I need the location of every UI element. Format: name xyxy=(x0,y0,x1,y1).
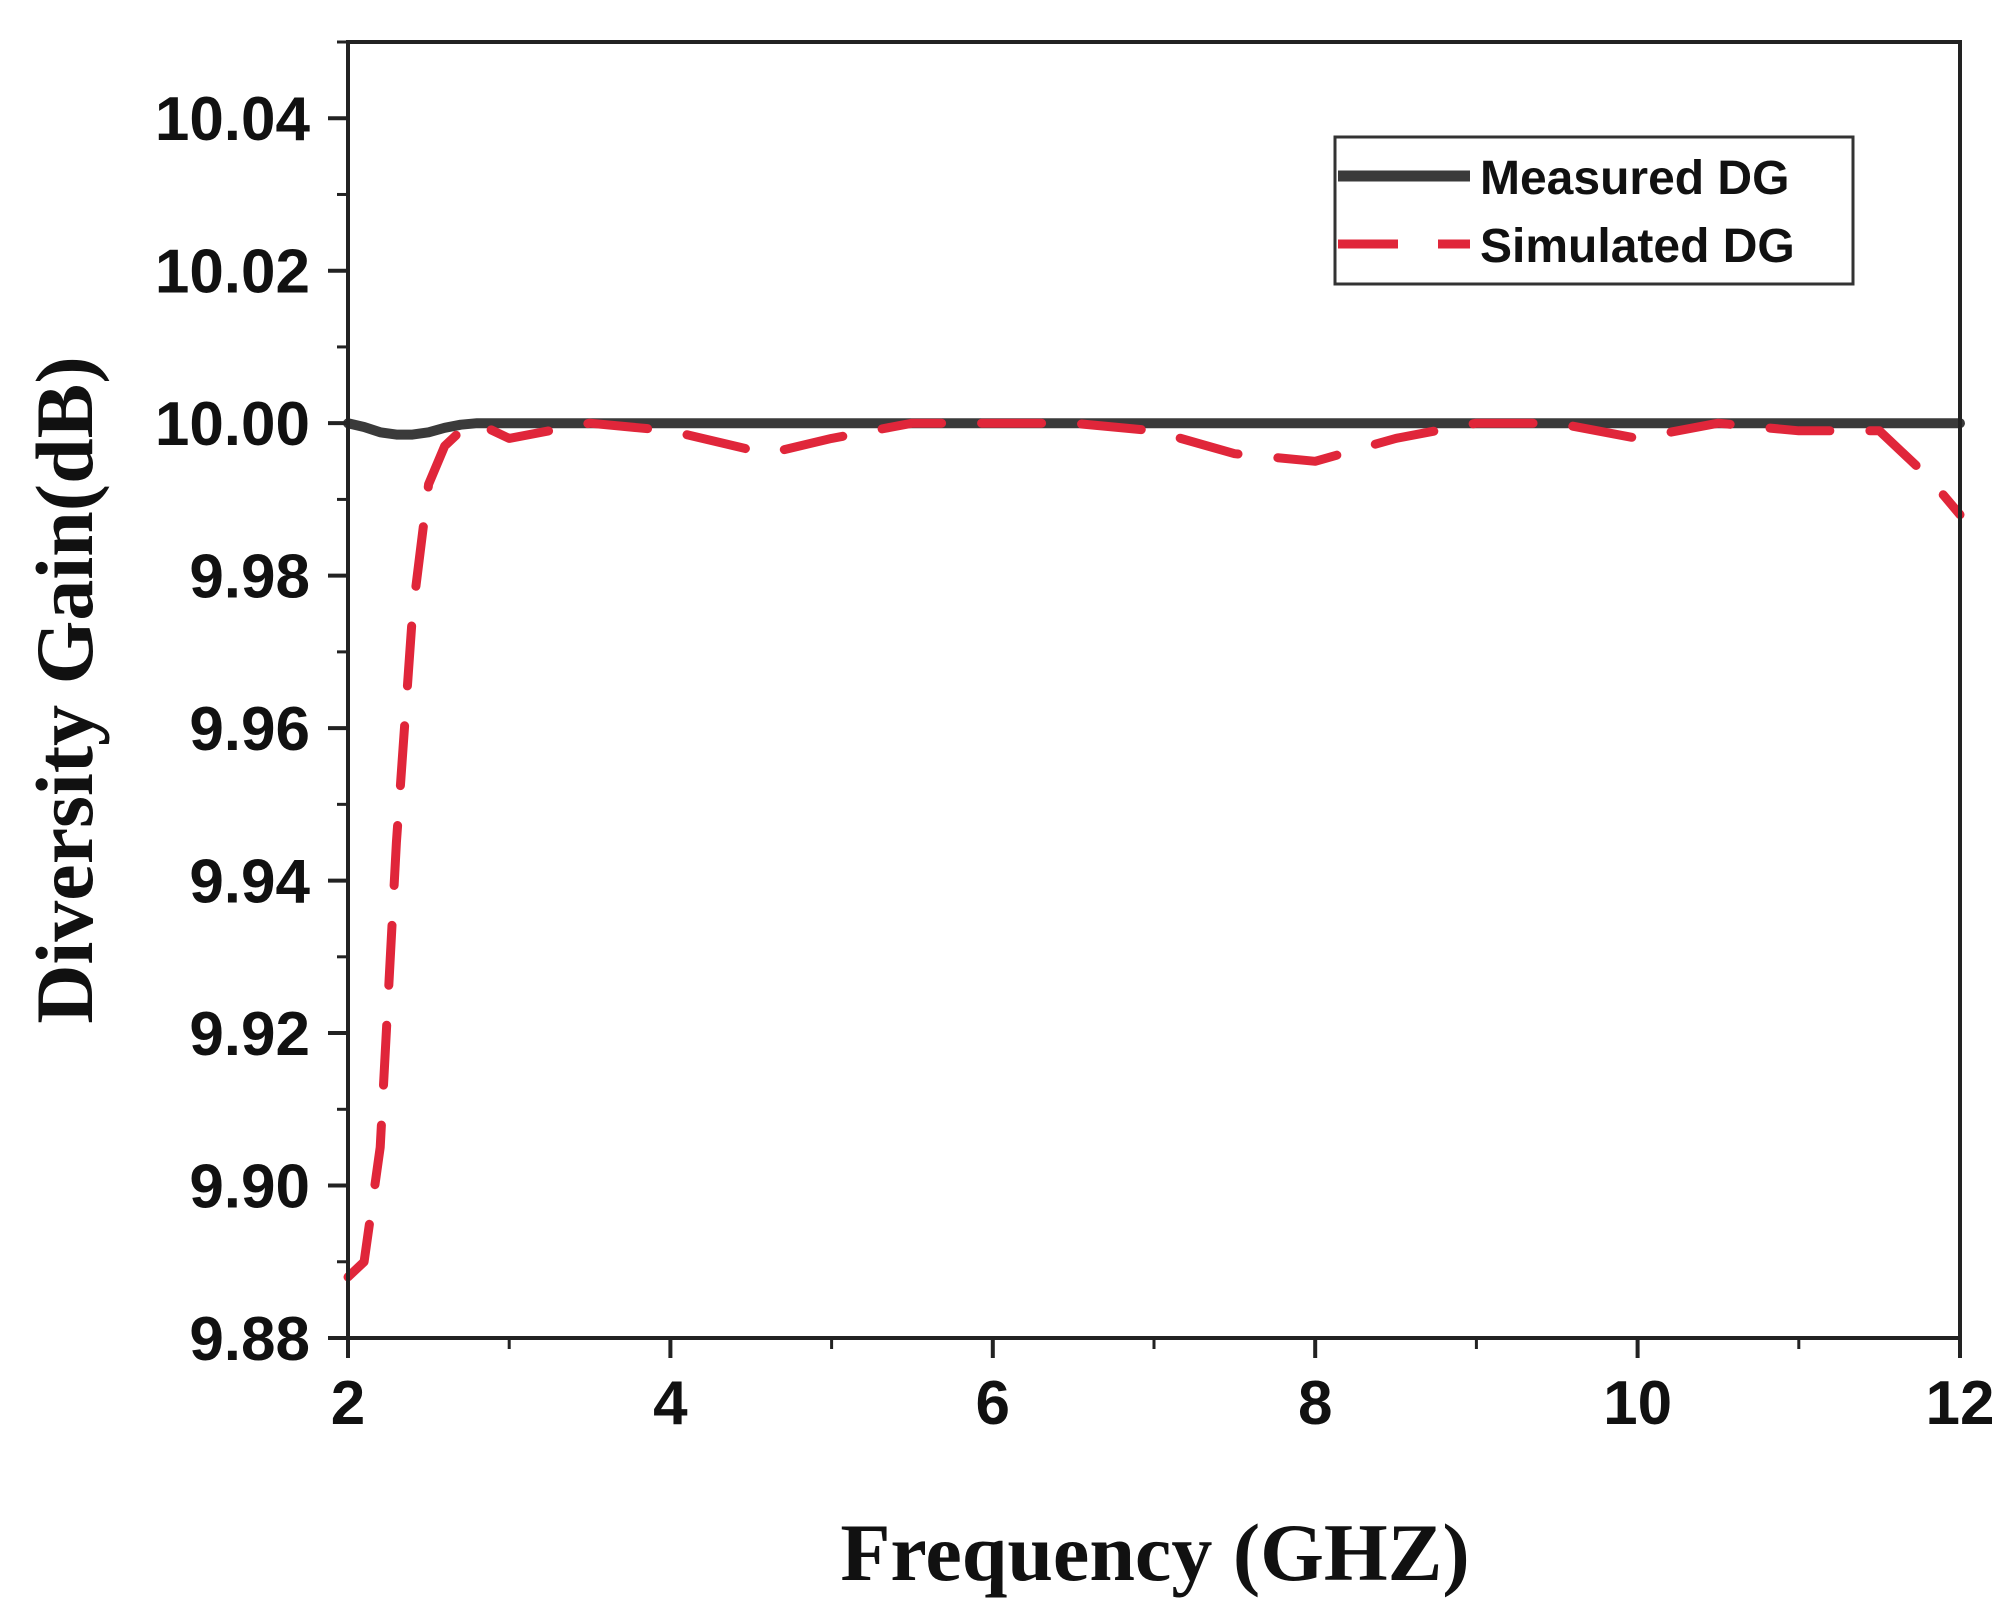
legend: Measured DG Simulated DG xyxy=(1333,135,1855,286)
y-tick-label: 10.04 xyxy=(155,85,311,154)
y-tick-label: 9.88 xyxy=(189,1305,310,1374)
x-tick-label: 4 xyxy=(653,1369,688,1438)
x-tick-label: 2 xyxy=(331,1369,365,1438)
y-tick-label: 9.96 xyxy=(189,695,310,764)
y-tick-label: 10.00 xyxy=(155,390,310,459)
y-tick-label: 9.90 xyxy=(189,1153,310,1222)
legend-label-measured-dg: Measured DG xyxy=(1480,152,1789,205)
axes xyxy=(328,40,1962,1358)
y-tick-label: 9.94 xyxy=(189,848,310,917)
x-axis-title: Frequency (GHZ) xyxy=(840,1507,1469,1598)
y-axis-title: Diversity Gain(dB) xyxy=(19,356,110,1023)
series-line-measured-dg xyxy=(343,418,1965,440)
legend-label-simulated-dg: Simulated DG xyxy=(1480,220,1795,273)
x-tick-label: 12 xyxy=(1926,1369,1995,1438)
y-tick-label: 10.02 xyxy=(155,238,310,307)
tick-labels: 9.88 9.90 9.92 9.94 9.96 9.98 10.00 10.02 10.04 2… xyxy=(155,85,1995,1438)
series-line-simulated-dg xyxy=(343,418,1965,1282)
x-tick-label: 10 xyxy=(1603,1369,1672,1438)
series-lines xyxy=(343,418,1965,1282)
y-tick-label: 9.92 xyxy=(189,1000,310,1069)
y-tick-label: 9.98 xyxy=(189,543,310,612)
legend-box xyxy=(1333,135,1855,286)
x-tick-label: 6 xyxy=(976,1369,1010,1438)
x-tick-label: 8 xyxy=(1298,1369,1332,1438)
